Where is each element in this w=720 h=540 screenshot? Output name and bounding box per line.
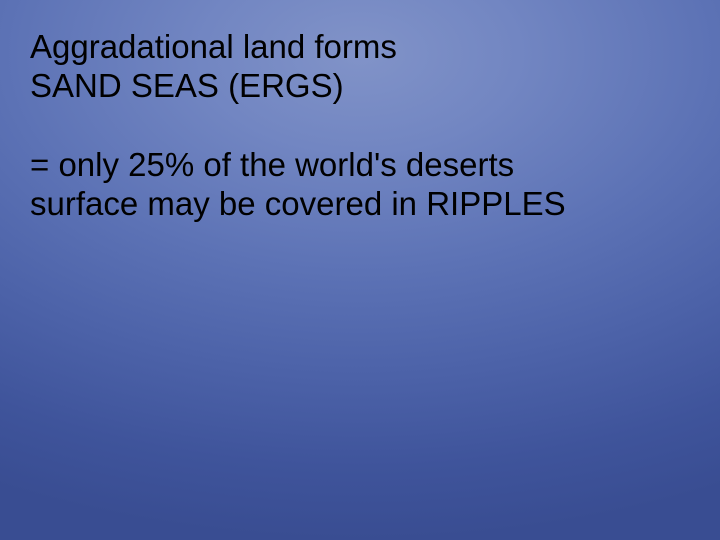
body-line-1: = only 25% of the world's deserts xyxy=(30,146,690,185)
slide: Aggradational land forms SAND SEAS (ERGS… xyxy=(0,0,720,540)
body-line-2: surface may be covered in RIPPLES xyxy=(30,185,690,224)
heading-line-1: Aggradational land forms xyxy=(30,28,690,67)
blank-line xyxy=(30,106,690,146)
slide-text: Aggradational land forms SAND SEAS (ERGS… xyxy=(30,28,690,224)
heading-line-2: SAND SEAS (ERGS) xyxy=(30,67,690,106)
